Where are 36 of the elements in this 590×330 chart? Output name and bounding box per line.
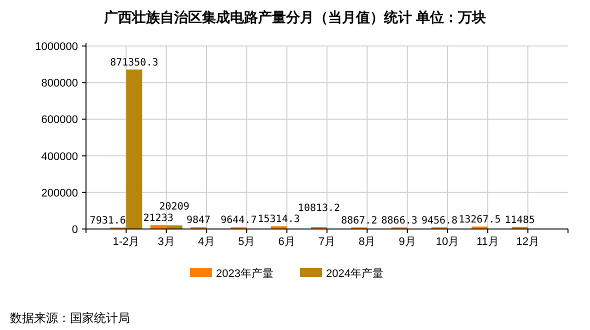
data-label: 15314.3 [258,214,300,226]
x-tick-label: 5月 [238,236,256,248]
x-tick-label: 7月 [318,236,336,248]
x-tick-label: 9月 [398,236,416,248]
source-note: 数据来源：国家统计局 [10,311,130,325]
x-tick-label: 8月 [358,236,376,248]
x-tick-label: 1-2月 [112,236,140,248]
y-tick-label: 200000 [41,187,78,200]
data-label: 13267.5 [458,214,501,226]
data-label: 8866.3 [381,215,418,226]
data-label: 9644.7 [220,215,257,226]
x-tick-label: 4月 [198,236,216,248]
y-tick-label: 400000 [41,150,78,163]
y-tick-label: 600000 [41,114,78,126]
legend-label: 2023年产量 [216,267,274,280]
data-label: 11485 [504,214,535,226]
x-tick-label: 11月 [476,236,499,248]
x-tick-label: 3月 [158,236,175,248]
x-tick-label: 10月 [436,236,460,248]
data-label: 10813.2 [298,203,340,214]
x-tick-label: 6月 [278,236,296,248]
x-tick-label: 12月 [516,236,540,248]
y-tick-label: 800000 [41,78,78,90]
y-tick-label: 1000000 [35,41,78,53]
data-label: 9847 [186,215,211,226]
data-label: 20209 [159,201,190,212]
legend-label: 2024年产量 [326,267,384,280]
data-label: 871350.3 [110,58,158,69]
y-tick-label: 0 [72,224,78,236]
bar [150,225,166,229]
data-label: 8867.2 [341,215,378,226]
data-label: 9456.8 [421,215,458,226]
chart-title: 广西壮族自治区集成电路产量分月（当月值）统计 单位：万块 [103,9,486,25]
data-label: 21233 [143,213,174,224]
bar [126,70,142,229]
data-label: 7931.6 [90,216,126,227]
